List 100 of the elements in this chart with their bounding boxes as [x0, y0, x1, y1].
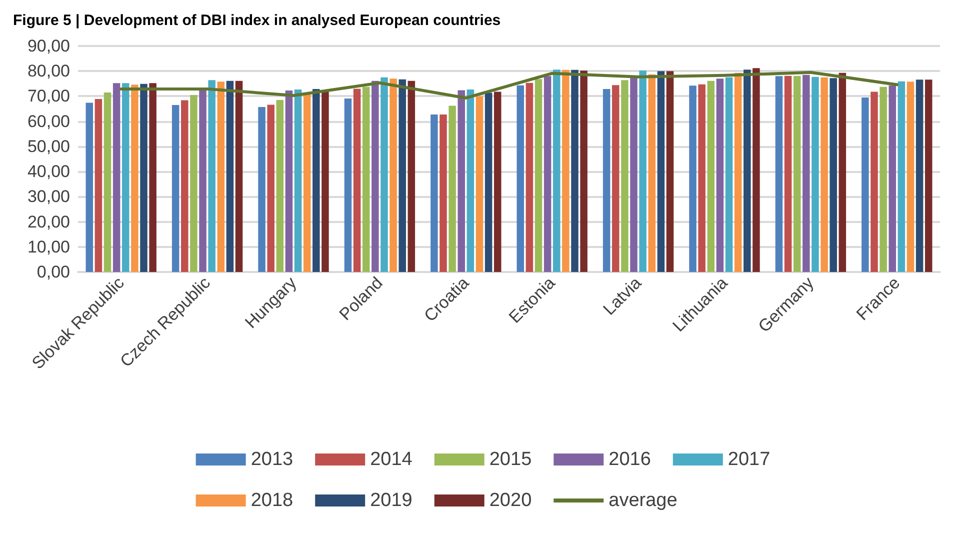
bar [122, 83, 130, 272]
bar [621, 80, 628, 272]
bar [267, 104, 274, 272]
bar [398, 79, 406, 272]
bar [235, 80, 243, 272]
y-tick-label: 40,00 [27, 162, 70, 182]
bar [476, 96, 484, 272]
bar [648, 74, 656, 272]
bar [430, 114, 438, 272]
bar [880, 86, 887, 272]
legend-label: 2017 [728, 449, 770, 470]
bar [86, 102, 94, 272]
bar [526, 82, 534, 272]
legend-label: 2019 [370, 490, 412, 511]
bar [294, 89, 302, 272]
bar [888, 85, 896, 272]
bar [657, 71, 665, 272]
bar [793, 76, 801, 272]
bar [553, 70, 560, 272]
bar [725, 77, 733, 272]
bar [181, 100, 188, 272]
bar [131, 84, 138, 272]
bar [571, 70, 578, 272]
bar [924, 80, 932, 272]
bar [226, 80, 234, 272]
bar [784, 76, 792, 272]
bar [916, 80, 924, 272]
bar [898, 81, 906, 272]
bar [285, 90, 293, 272]
bar [639, 70, 646, 272]
bar [104, 92, 112, 272]
bar [466, 89, 474, 272]
bar [94, 98, 102, 272]
bar [534, 79, 542, 272]
bar [276, 100, 284, 272]
bar [516, 85, 524, 272]
y-tick-label: 80,00 [27, 62, 70, 81]
bar [344, 98, 352, 272]
bar [838, 72, 846, 272]
legend-label: 2013 [250, 449, 294, 470]
bar [689, 86, 696, 272]
bar [906, 82, 914, 272]
bar [802, 74, 810, 272]
y-tick-label: 60,00 [27, 112, 70, 131]
bar [140, 84, 148, 272]
bar [362, 86, 370, 272]
y-tick-label: 20,00 [27, 212, 70, 232]
legend-label: 2015 [489, 449, 532, 470]
bar [448, 106, 456, 272]
y-tick-label: 30,00 [27, 187, 70, 206]
bar [580, 70, 588, 272]
bar [630, 77, 638, 272]
bar [666, 71, 674, 272]
bar [812, 76, 819, 272]
bar [390, 78, 397, 272]
bar [752, 68, 760, 272]
bar [744, 70, 751, 272]
bar [208, 80, 216, 272]
legend-label: 2018 [250, 490, 294, 511]
bar [322, 92, 329, 272]
line-series [120, 70, 898, 100]
y-tick-label: 90,00 [27, 36, 70, 56]
bar [544, 76, 552, 272]
bar [830, 78, 837, 272]
bar [862, 97, 869, 272]
bar [380, 77, 388, 272]
legend-label: average [608, 490, 678, 511]
legend-label: 2016 [608, 449, 651, 470]
bar [602, 88, 610, 272]
legend-label: 2014 [370, 449, 413, 470]
bar [372, 80, 379, 272]
bar [312, 88, 320, 272]
bar [190, 94, 198, 272]
bar [716, 78, 724, 272]
legend-label: 2020 [489, 490, 532, 511]
bar [612, 85, 620, 272]
bar [562, 70, 570, 272]
bar [484, 92, 492, 272]
bar [112, 83, 120, 272]
bar [217, 82, 225, 272]
bar [353, 88, 361, 272]
bar [172, 105, 180, 272]
chart-title: Figure 5 | Development of DBI index in analysed European countries [13, 12, 501, 29]
bar [440, 114, 447, 272]
bar [820, 77, 828, 272]
bar [707, 80, 715, 272]
bar [870, 92, 878, 272]
bar [734, 72, 742, 272]
y-tick-label: 50,00 [27, 136, 70, 156]
bar [698, 84, 706, 272]
bar [458, 90, 465, 272]
bar [258, 107, 266, 272]
bar [149, 83, 156, 272]
bar [494, 92, 502, 272]
bar [408, 80, 416, 272]
bar [199, 90, 206, 272]
y-tick-label: 10,00 [27, 237, 70, 256]
bar [775, 76, 783, 272]
y-tick-label: 0,00 [36, 262, 70, 282]
y-tick-label: 70,00 [27, 86, 70, 106]
